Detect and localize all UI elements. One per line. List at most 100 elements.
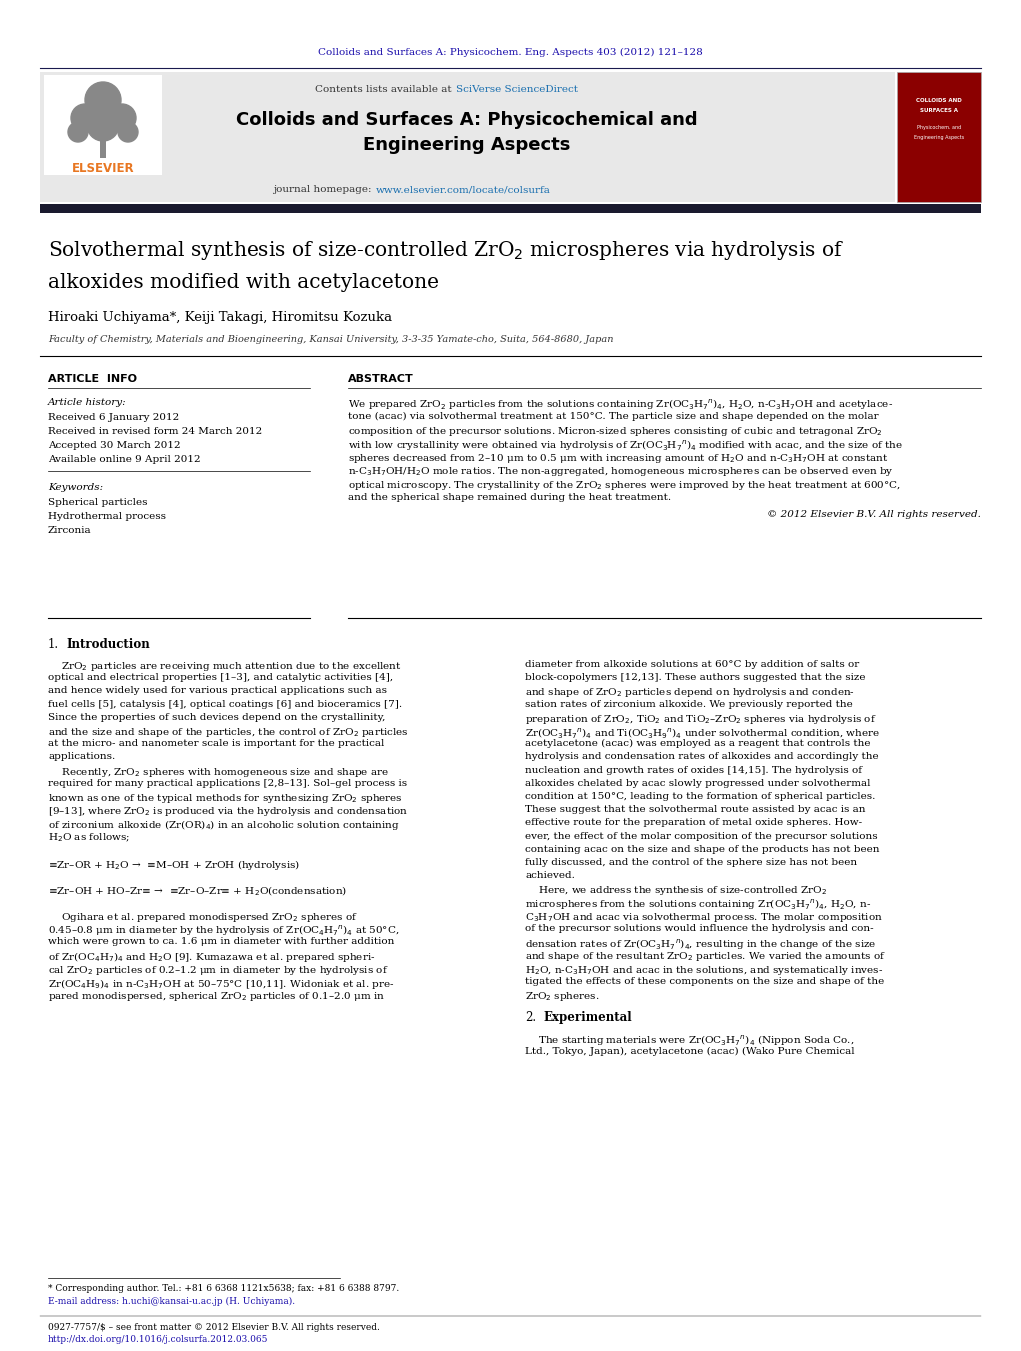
Text: SciVerse ScienceDirect: SciVerse ScienceDirect xyxy=(456,85,578,95)
Text: Contents lists available at: Contents lists available at xyxy=(315,85,455,95)
Bar xyxy=(40,72,895,203)
Text: The starting materials were Zr(OC$_3$H$_7$$^n$)$_4$ (Nippon Soda Co.,: The starting materials were Zr(OC$_3$H$_… xyxy=(525,1034,855,1047)
Text: n-C$_3$H$_7$OH/H$_2$O mole ratios. The non-aggregated, homogeneous microspheres : n-C$_3$H$_7$OH/H$_2$O mole ratios. The n… xyxy=(348,466,893,478)
Text: ZrO$_2$ spheres.: ZrO$_2$ spheres. xyxy=(525,990,599,1002)
Text: Received 6 January 2012: Received 6 January 2012 xyxy=(48,413,180,422)
Text: ARTICLE  INFO: ARTICLE INFO xyxy=(48,374,137,384)
Text: required for many practical applications [2,8–13]. Sol–gel process is: required for many practical applications… xyxy=(48,778,407,788)
Bar xyxy=(44,76,162,176)
Text: and shape of the resultant ZrO$_2$ particles. We varied the amounts of: and shape of the resultant ZrO$_2$ parti… xyxy=(525,950,886,963)
Text: http://dx.doi.org/10.1016/j.colsurfa.2012.03.065: http://dx.doi.org/10.1016/j.colsurfa.201… xyxy=(48,1335,269,1344)
Text: optical and electrical properties [1–3], and catalytic activities [4],: optical and electrical properties [1–3],… xyxy=(48,673,393,682)
Text: SURFACES A: SURFACES A xyxy=(920,108,958,112)
Text: Available online 9 April 2012: Available online 9 April 2012 xyxy=(48,455,200,463)
Text: pared monodispersed, spherical ZrO$_2$ particles of 0.1–2.0 μm in: pared monodispersed, spherical ZrO$_2$ p… xyxy=(48,990,385,1002)
Text: © 2012 Elsevier B.V. All rights reserved.: © 2012 Elsevier B.V. All rights reserved… xyxy=(767,509,981,519)
Text: Spherical particles: Spherical particles xyxy=(48,499,147,507)
Text: [9–13], where ZrO$_2$ is produced via the hydrolysis and condensation: [9–13], where ZrO$_2$ is produced via th… xyxy=(48,805,408,819)
Text: Accepted 30 March 2012: Accepted 30 March 2012 xyxy=(48,440,181,450)
Text: and the spherical shape remained during the heat treatment.: and the spherical shape remained during … xyxy=(348,493,671,501)
Text: C$_3$H$_7$OH and acac via solvothermal process. The molar composition: C$_3$H$_7$OH and acac via solvothermal p… xyxy=(525,911,883,924)
Text: effective route for the preparation of metal oxide spheres. How-: effective route for the preparation of m… xyxy=(525,819,862,827)
Circle shape xyxy=(108,104,136,132)
Text: at the micro- and nanometer scale is important for the practical: at the micro- and nanometer scale is imp… xyxy=(48,739,384,748)
Text: 2.: 2. xyxy=(525,1011,536,1024)
Text: Ogihara et al. prepared monodispersed ZrO$_2$ spheres of: Ogihara et al. prepared monodispersed Zr… xyxy=(48,911,358,924)
Text: Colloids and Surfaces A: Physicochem. Eng. Aspects 403 (2012) 121–128: Colloids and Surfaces A: Physicochem. En… xyxy=(318,47,702,57)
Text: spheres decreased from 2–10 μm to 0.5 μm with increasing amount of H$_2$O and n-: spheres decreased from 2–10 μm to 0.5 μm… xyxy=(348,453,888,465)
Text: Experimental: Experimental xyxy=(543,1011,632,1024)
Text: Zr(OC$_4$H$_9$)$_4$ in n-C$_3$H$_7$OH at 50–75°C [10,11]. Widoniak et al. pre-: Zr(OC$_4$H$_9$)$_4$ in n-C$_3$H$_7$OH at… xyxy=(48,977,395,990)
Text: alkoxides modified with acetylacetone: alkoxides modified with acetylacetone xyxy=(48,273,439,292)
Text: Hiroaki Uchiyama*, Keiji Takagi, Hiromitsu Kozuka: Hiroaki Uchiyama*, Keiji Takagi, Hiromit… xyxy=(48,312,392,324)
Text: applications.: applications. xyxy=(48,753,115,762)
Bar xyxy=(40,204,981,213)
Text: Solvothermal synthesis of size-controlled ZrO$_2$ microspheres via hydrolysis of: Solvothermal synthesis of size-controlle… xyxy=(48,239,844,262)
Text: preparation of ZrO$_2$, TiO$_2$ and TiO$_2$–ZrO$_2$ spheres via hydrolysis of: preparation of ZrO$_2$, TiO$_2$ and TiO$… xyxy=(525,713,877,725)
Text: optical microscopy. The crystallinity of the ZrO$_2$ spheres were improved by th: optical microscopy. The crystallinity of… xyxy=(348,480,901,492)
Text: ZrO$_2$ particles are receiving much attention due to the excellent: ZrO$_2$ particles are receiving much att… xyxy=(48,661,402,673)
Text: Engineering Aspects: Engineering Aspects xyxy=(914,135,964,139)
Text: of Zr(OC$_4$H$_7$)$_4$ and H$_2$O [9]. Kumazawa et al. prepared spheri-: of Zr(OC$_4$H$_7$)$_4$ and H$_2$O [9]. K… xyxy=(48,950,376,965)
Text: fully discussed, and the control of the sphere size has not been: fully discussed, and the control of the … xyxy=(525,858,857,867)
Circle shape xyxy=(68,122,88,142)
Text: ≡Zr–OH + HO–Zr≡ →  ≡Zr–O–Zr≡ + H$_2$O(condensation): ≡Zr–OH + HO–Zr≡ → ≡Zr–O–Zr≡ + H$_2$O(con… xyxy=(48,885,347,898)
Text: Article history:: Article history: xyxy=(48,399,127,407)
Text: of the precursor solutions would influence the hydrolysis and con-: of the precursor solutions would influen… xyxy=(525,924,874,934)
Text: These suggest that the solvothermal route assisted by acac is an: These suggest that the solvothermal rout… xyxy=(525,805,866,815)
Text: of zirconium alkoxide (Zr(OR)$_4$) in an alcoholic solution containing: of zirconium alkoxide (Zr(OR)$_4$) in an… xyxy=(48,819,399,832)
Text: Physicochem. and: Physicochem. and xyxy=(917,126,961,131)
Text: and hence widely used for various practical applications such as: and hence widely used for various practi… xyxy=(48,686,387,696)
Text: hydrolysis and condensation rates of alkoxides and accordingly the: hydrolysis and condensation rates of alk… xyxy=(525,753,879,762)
Bar xyxy=(100,141,106,158)
Text: Engineering Aspects: Engineering Aspects xyxy=(363,136,571,154)
Text: tigated the effects of these components on the size and shape of the: tigated the effects of these components … xyxy=(525,977,884,986)
Text: H$_2$O, n-C$_3$H$_7$OH and acac in the solutions, and systematically inves-: H$_2$O, n-C$_3$H$_7$OH and acac in the s… xyxy=(525,963,883,977)
Text: Recently, ZrO$_2$ spheres with homogeneous size and shape are: Recently, ZrO$_2$ spheres with homogeneo… xyxy=(48,766,389,778)
Text: known as one of the typical methods for synthesizing ZrO$_2$ spheres: known as one of the typical methods for … xyxy=(48,792,403,805)
Text: achieved.: achieved. xyxy=(525,871,575,881)
Text: Zirconia: Zirconia xyxy=(48,526,92,535)
Text: with low crystallinity were obtained via hydrolysis of Zr(OC$_3$H$_7$$^n$)$_4$ m: with low crystallinity were obtained via… xyxy=(348,439,904,453)
Text: microspheres from the solutions containing Zr(OC$_3$H$_7$$^n$)$_4$, H$_2$O, n-: microspheres from the solutions containi… xyxy=(525,897,871,912)
Text: H$_2$O as follows;: H$_2$O as follows; xyxy=(48,832,131,844)
Text: diameter from alkoxide solutions at 60°C by addition of salts or: diameter from alkoxide solutions at 60°C… xyxy=(525,661,860,669)
Text: Introduction: Introduction xyxy=(66,638,150,651)
Text: ≡Zr–OR + H$_2$O →  ≡M–OH + ZrOH (hydrolysis): ≡Zr–OR + H$_2$O → ≡M–OH + ZrOH (hydrolys… xyxy=(48,858,300,871)
Text: ELSEVIER: ELSEVIER xyxy=(71,162,135,174)
Text: Zr(OC$_3$H$_7$$^n$)$_4$ and Ti(OC$_3$H$_9$$^n$)$_4$ under solvothermal condition: Zr(OC$_3$H$_7$$^n$)$_4$ and Ti(OC$_3$H$_… xyxy=(525,725,880,740)
Text: ever, the effect of the molar composition of the precursor solutions: ever, the effect of the molar compositio… xyxy=(525,832,878,840)
Text: condition at 150°C, leading to the formation of spherical particles.: condition at 150°C, leading to the forma… xyxy=(525,792,875,801)
Text: nucleation and growth rates of oxides [14,15]. The hydrolysis of: nucleation and growth rates of oxides [1… xyxy=(525,766,862,774)
Text: tone (acac) via solvothermal treatment at 150°C. The particle size and shape dep: tone (acac) via solvothermal treatment a… xyxy=(348,412,879,420)
Text: www.elsevier.com/locate/colsurfa: www.elsevier.com/locate/colsurfa xyxy=(376,185,551,195)
Text: Faculty of Chemistry, Materials and Bioengineering, Kansai University, 3-3-35 Ya: Faculty of Chemistry, Materials and Bioe… xyxy=(48,335,614,345)
Text: Hydrothermal process: Hydrothermal process xyxy=(48,512,166,521)
Text: composition of the precursor solutions. Micron-sized spheres consisting of cubic: composition of the precursor solutions. … xyxy=(348,426,883,438)
Text: alkoxides chelated by acac slowly progressed under solvothermal: alkoxides chelated by acac slowly progre… xyxy=(525,778,871,788)
Text: Ltd., Tokyo, Japan), acetylacetone (acac) (Wako Pure Chemical: Ltd., Tokyo, Japan), acetylacetone (acac… xyxy=(525,1047,855,1055)
Circle shape xyxy=(71,104,99,132)
Text: fuel cells [5], catalysis [4], optical coatings [6] and bioceramics [7].: fuel cells [5], catalysis [4], optical c… xyxy=(48,700,402,709)
Bar xyxy=(897,72,981,203)
Circle shape xyxy=(87,109,119,141)
Text: which were grown to ca. 1.6 μm in diameter with further addition: which were grown to ca. 1.6 μm in diamet… xyxy=(48,938,394,946)
Circle shape xyxy=(85,82,121,118)
Text: Keywords:: Keywords: xyxy=(48,484,103,492)
Text: 0927-7757/$ – see front matter © 2012 Elsevier B.V. All rights reserved.: 0927-7757/$ – see front matter © 2012 El… xyxy=(48,1323,380,1332)
Text: densation rates of Zr(OC$_3$H$_7$$^n$)$_4$, resulting in the change of the size: densation rates of Zr(OC$_3$H$_7$$^n$)$_… xyxy=(525,938,876,951)
Text: COLLOIDS AND: COLLOIDS AND xyxy=(916,97,962,103)
Text: Received in revised form 24 March 2012: Received in revised form 24 March 2012 xyxy=(48,427,262,436)
Text: * Corresponding author. Tel.: +81 6 6368 1121x5638; fax: +81 6 6388 8797.: * Corresponding author. Tel.: +81 6 6368… xyxy=(48,1283,399,1293)
Text: Colloids and Surfaces A: Physicochemical and: Colloids and Surfaces A: Physicochemical… xyxy=(236,111,697,128)
Text: Here, we address the synthesis of size-controlled ZrO$_2$: Here, we address the synthesis of size-c… xyxy=(525,885,827,897)
Text: 1.: 1. xyxy=(48,638,59,651)
Text: block-copolymers [12,13]. These authors suggested that the size: block-copolymers [12,13]. These authors … xyxy=(525,673,866,682)
Circle shape xyxy=(118,122,138,142)
Text: E-mail address: h.uchi@kansai-u.ac.jp (H. Uchiyama).: E-mail address: h.uchi@kansai-u.ac.jp (H… xyxy=(48,1297,295,1306)
Text: and shape of ZrO$_2$ particles depend on hydrolysis and conden-: and shape of ZrO$_2$ particles depend on… xyxy=(525,686,855,700)
Text: containing acac on the size and shape of the products has not been: containing acac on the size and shape of… xyxy=(525,844,879,854)
Text: sation rates of zirconium alkoxide. We previously reported the: sation rates of zirconium alkoxide. We p… xyxy=(525,700,853,709)
Text: ABSTRACT: ABSTRACT xyxy=(348,374,414,384)
Text: acetylacetone (acac) was employed as a reagent that controls the: acetylacetone (acac) was employed as a r… xyxy=(525,739,871,748)
